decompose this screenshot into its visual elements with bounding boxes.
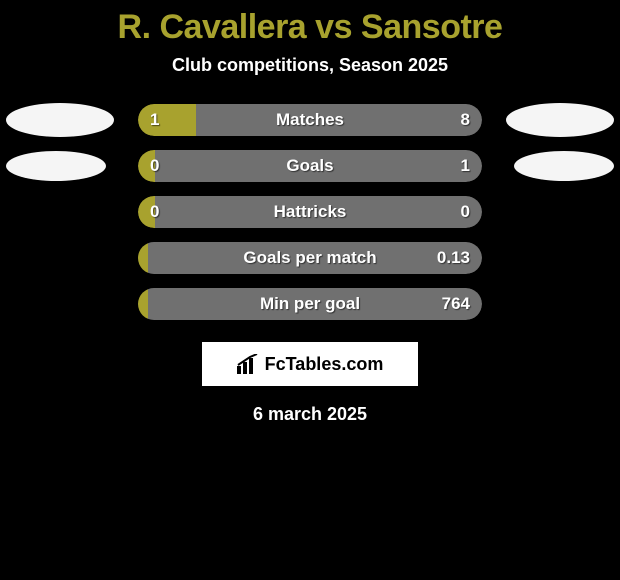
comparison-rows: 18Matches 01Goals 00Hattricks 0.13Goals per… [0, 104, 620, 320]
brand-text: FcTables.com [265, 354, 384, 375]
stat-row: 764Min per goal [0, 288, 620, 320]
stat-bar: 0.13Goals per match [138, 242, 482, 274]
date-label: 6 march 2025 [0, 404, 620, 425]
stat-row: 18Matches [0, 104, 620, 136]
stat-metric-label: Min per goal [138, 288, 482, 320]
stat-metric-label: Goals per match [138, 242, 482, 274]
subtitle: Club competitions, Season 2025 [0, 55, 620, 76]
stat-row: 01Goals [0, 150, 620, 182]
player-right-ellipse [514, 151, 614, 181]
stat-row: 00Hattricks [0, 196, 620, 228]
stat-metric-label: Goals [138, 150, 482, 182]
stat-metric-label: Matches [138, 104, 482, 136]
stat-bar: 01Goals [138, 150, 482, 182]
stat-bar: 764Min per goal [138, 288, 482, 320]
stat-row: 0.13Goals per match [0, 242, 620, 274]
chart-icon [237, 354, 259, 374]
player-left-ellipse [6, 103, 114, 137]
player-left-ellipse [6, 151, 106, 181]
player-right-ellipse [506, 103, 614, 137]
stat-bar: 18Matches [138, 104, 482, 136]
stat-bar: 00Hattricks [138, 196, 482, 228]
stat-metric-label: Hattricks [138, 196, 482, 228]
page-title: R. Cavallera vs Sansotre [0, 0, 620, 47]
brand-box: FcTables.com [202, 342, 418, 386]
